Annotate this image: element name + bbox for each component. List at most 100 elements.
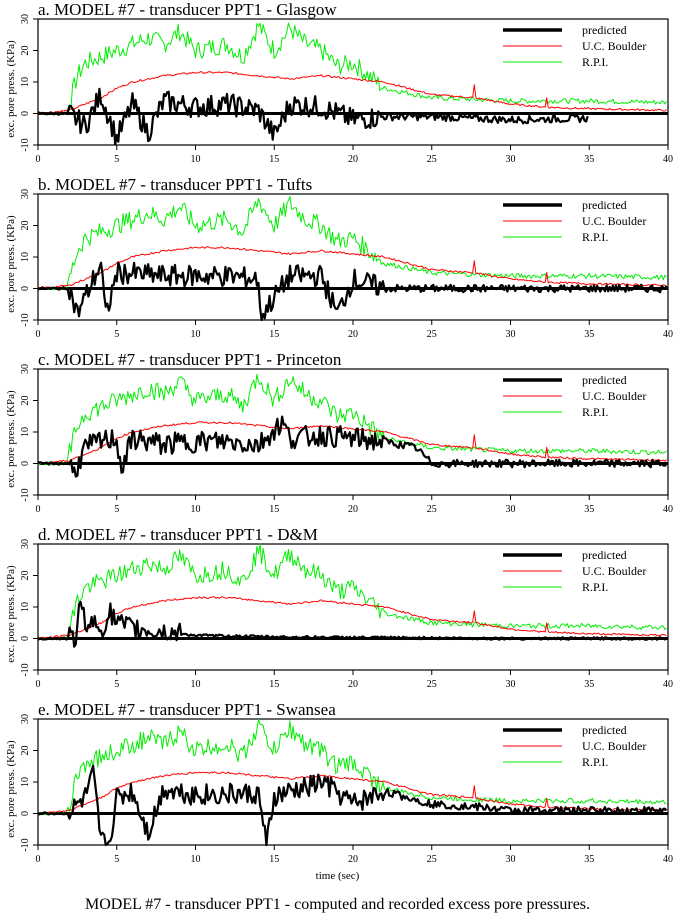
svg-text:40: 40 — [663, 679, 673, 690]
svg-text:20: 20 — [348, 854, 358, 865]
svg-text:25: 25 — [427, 329, 437, 340]
series-u-c-boulder-line — [37, 246, 667, 290]
chart-panel: d. MODEL #7 - transducer PPT1 - D&M exc. … — [0, 526, 675, 719]
svg-text:20: 20 — [20, 571, 31, 581]
series-r-p-i--line — [37, 373, 667, 466]
svg-text:30: 30 — [506, 679, 516, 690]
legend-entry: predicted — [582, 548, 627, 562]
svg-text:35: 35 — [584, 679, 594, 690]
svg-text:35: 35 — [584, 504, 594, 515]
panel-title: c. MODEL #7 - transducer PPT1 - Princeto… — [38, 350, 342, 369]
svg-text:40: 40 — [663, 329, 673, 340]
panel-title: d. MODEL #7 - transducer PPT1 - D&M — [38, 525, 318, 544]
svg-text:10: 10 — [20, 777, 31, 787]
svg-text:0: 0 — [36, 154, 41, 165]
svg-text:35: 35 — [584, 854, 594, 865]
legend-entry: predicted — [582, 373, 627, 387]
svg-text:5: 5 — [114, 329, 119, 340]
svg-text:5: 5 — [114, 854, 119, 865]
series-predicted-line — [37, 261, 668, 322]
legend-entry: U.C. Boulder — [582, 739, 647, 753]
figure-caption: MODEL #7 - transducer PPT1 - computed an… — [84, 896, 591, 913]
svg-text:15: 15 — [269, 679, 279, 690]
series-predicted-line — [37, 415, 667, 478]
svg-text:25: 25 — [427, 504, 437, 515]
series-r-p-i--line — [37, 195, 667, 291]
svg-text:30: 30 — [506, 329, 516, 340]
svg-text:10: 10 — [20, 427, 31, 437]
svg-text:10: 10 — [191, 854, 201, 865]
series-u-c-boulder-line — [37, 421, 667, 465]
series-predicted-line — [37, 87, 589, 146]
svg-text:20: 20 — [20, 221, 31, 231]
legend-entry: U.C. Boulder — [582, 214, 647, 228]
svg-text:35: 35 — [584, 329, 594, 340]
legend-entry: predicted — [582, 723, 627, 737]
legend-entry: predicted — [582, 198, 627, 212]
series-u-c-boulder-line — [37, 596, 667, 639]
svg-text:5: 5 — [114, 679, 119, 690]
svg-text:0: 0 — [20, 461, 31, 466]
legend-entry: U.C. Boulder — [582, 564, 647, 578]
svg-text:10: 10 — [191, 504, 201, 515]
svg-text:30: 30 — [20, 189, 31, 199]
plot-area: 0 5 10 15 20 25 30 35 40 -10 0 10 20 30 — [20, 714, 673, 865]
series-predicted-line — [37, 600, 668, 648]
svg-text:0: 0 — [20, 811, 31, 816]
svg-text:40: 40 — [663, 854, 673, 865]
svg-text:25: 25 — [427, 679, 437, 690]
plot-area: 0 5 10 15 20 25 30 35 40 -10 0 10 20 30 — [20, 539, 673, 690]
svg-text:20: 20 — [20, 396, 31, 406]
panel-title: a. MODEL #7 - transducer PPT1 - Glasgow — [38, 0, 337, 19]
svg-text:15: 15 — [269, 854, 279, 865]
svg-text:40: 40 — [663, 154, 673, 165]
svg-text:30: 30 — [506, 854, 516, 865]
svg-text:30: 30 — [20, 539, 31, 549]
legend-entry: U.C. Boulder — [582, 39, 647, 53]
svg-text:0: 0 — [36, 329, 41, 340]
svg-text:30: 30 — [20, 364, 31, 374]
svg-text:30: 30 — [506, 154, 516, 165]
svg-text:40: 40 — [663, 504, 673, 515]
svg-text:20: 20 — [348, 679, 358, 690]
legend-entry: R.P.I. — [582, 405, 609, 419]
plot-area: 0 5 10 15 20 25 30 35 40 -10 0 10 20 30 — [20, 364, 673, 515]
svg-text:-10: -10 — [20, 663, 31, 676]
chart-panel: a. MODEL #7 - transducer PPT1 - Glasgow e… — [0, 1, 675, 194]
series-predicted-line — [37, 764, 668, 847]
legend-entry: R.P.I. — [582, 580, 609, 594]
svg-text:-10: -10 — [20, 838, 31, 851]
chart-panel: c. MODEL #7 - transducer PPT1 - Princeto… — [0, 351, 675, 544]
plot-area: 0 5 10 15 20 25 30 35 40 -10 0 10 20 30 — [20, 14, 673, 165]
svg-text:25: 25 — [427, 154, 437, 165]
chart-panel: e. MODEL #7 - transducer PPT1 - Swansea e… — [0, 701, 675, 894]
svg-text:0: 0 — [20, 636, 31, 641]
legend-entry: predicted — [582, 23, 627, 37]
svg-text:0: 0 — [36, 504, 41, 515]
legend-entry: R.P.I. — [582, 55, 609, 69]
plot-area: 0 5 10 15 20 25 30 35 40 -10 0 10 20 30 — [20, 189, 673, 340]
svg-text:-10: -10 — [20, 488, 31, 501]
svg-text:20: 20 — [348, 329, 358, 340]
panel-title: e. MODEL #7 - transducer PPT1 - Swansea — [38, 700, 336, 719]
svg-text:0: 0 — [36, 854, 41, 865]
svg-text:30: 30 — [506, 504, 516, 515]
series-r-p-i--line — [37, 718, 667, 816]
svg-text:15: 15 — [269, 154, 279, 165]
svg-text:10: 10 — [20, 77, 31, 87]
svg-text:35: 35 — [584, 154, 594, 165]
svg-text:10: 10 — [191, 329, 201, 340]
svg-text:-10: -10 — [20, 138, 31, 151]
svg-text:20: 20 — [348, 504, 358, 515]
svg-text:0: 0 — [36, 679, 41, 690]
legend-entry: U.C. Boulder — [582, 389, 647, 403]
series-r-p-i--line — [37, 543, 667, 641]
chart-panel: b. MODEL #7 - transducer PPT1 - Tufts exc… — [0, 176, 675, 369]
svg-text:10: 10 — [20, 252, 31, 262]
svg-text:5: 5 — [114, 504, 119, 515]
svg-text:10: 10 — [191, 154, 201, 165]
svg-text:0: 0 — [20, 111, 31, 116]
svg-text:30: 30 — [20, 14, 31, 24]
series-r-p-i--line — [37, 22, 667, 116]
svg-text:5: 5 — [114, 154, 119, 165]
